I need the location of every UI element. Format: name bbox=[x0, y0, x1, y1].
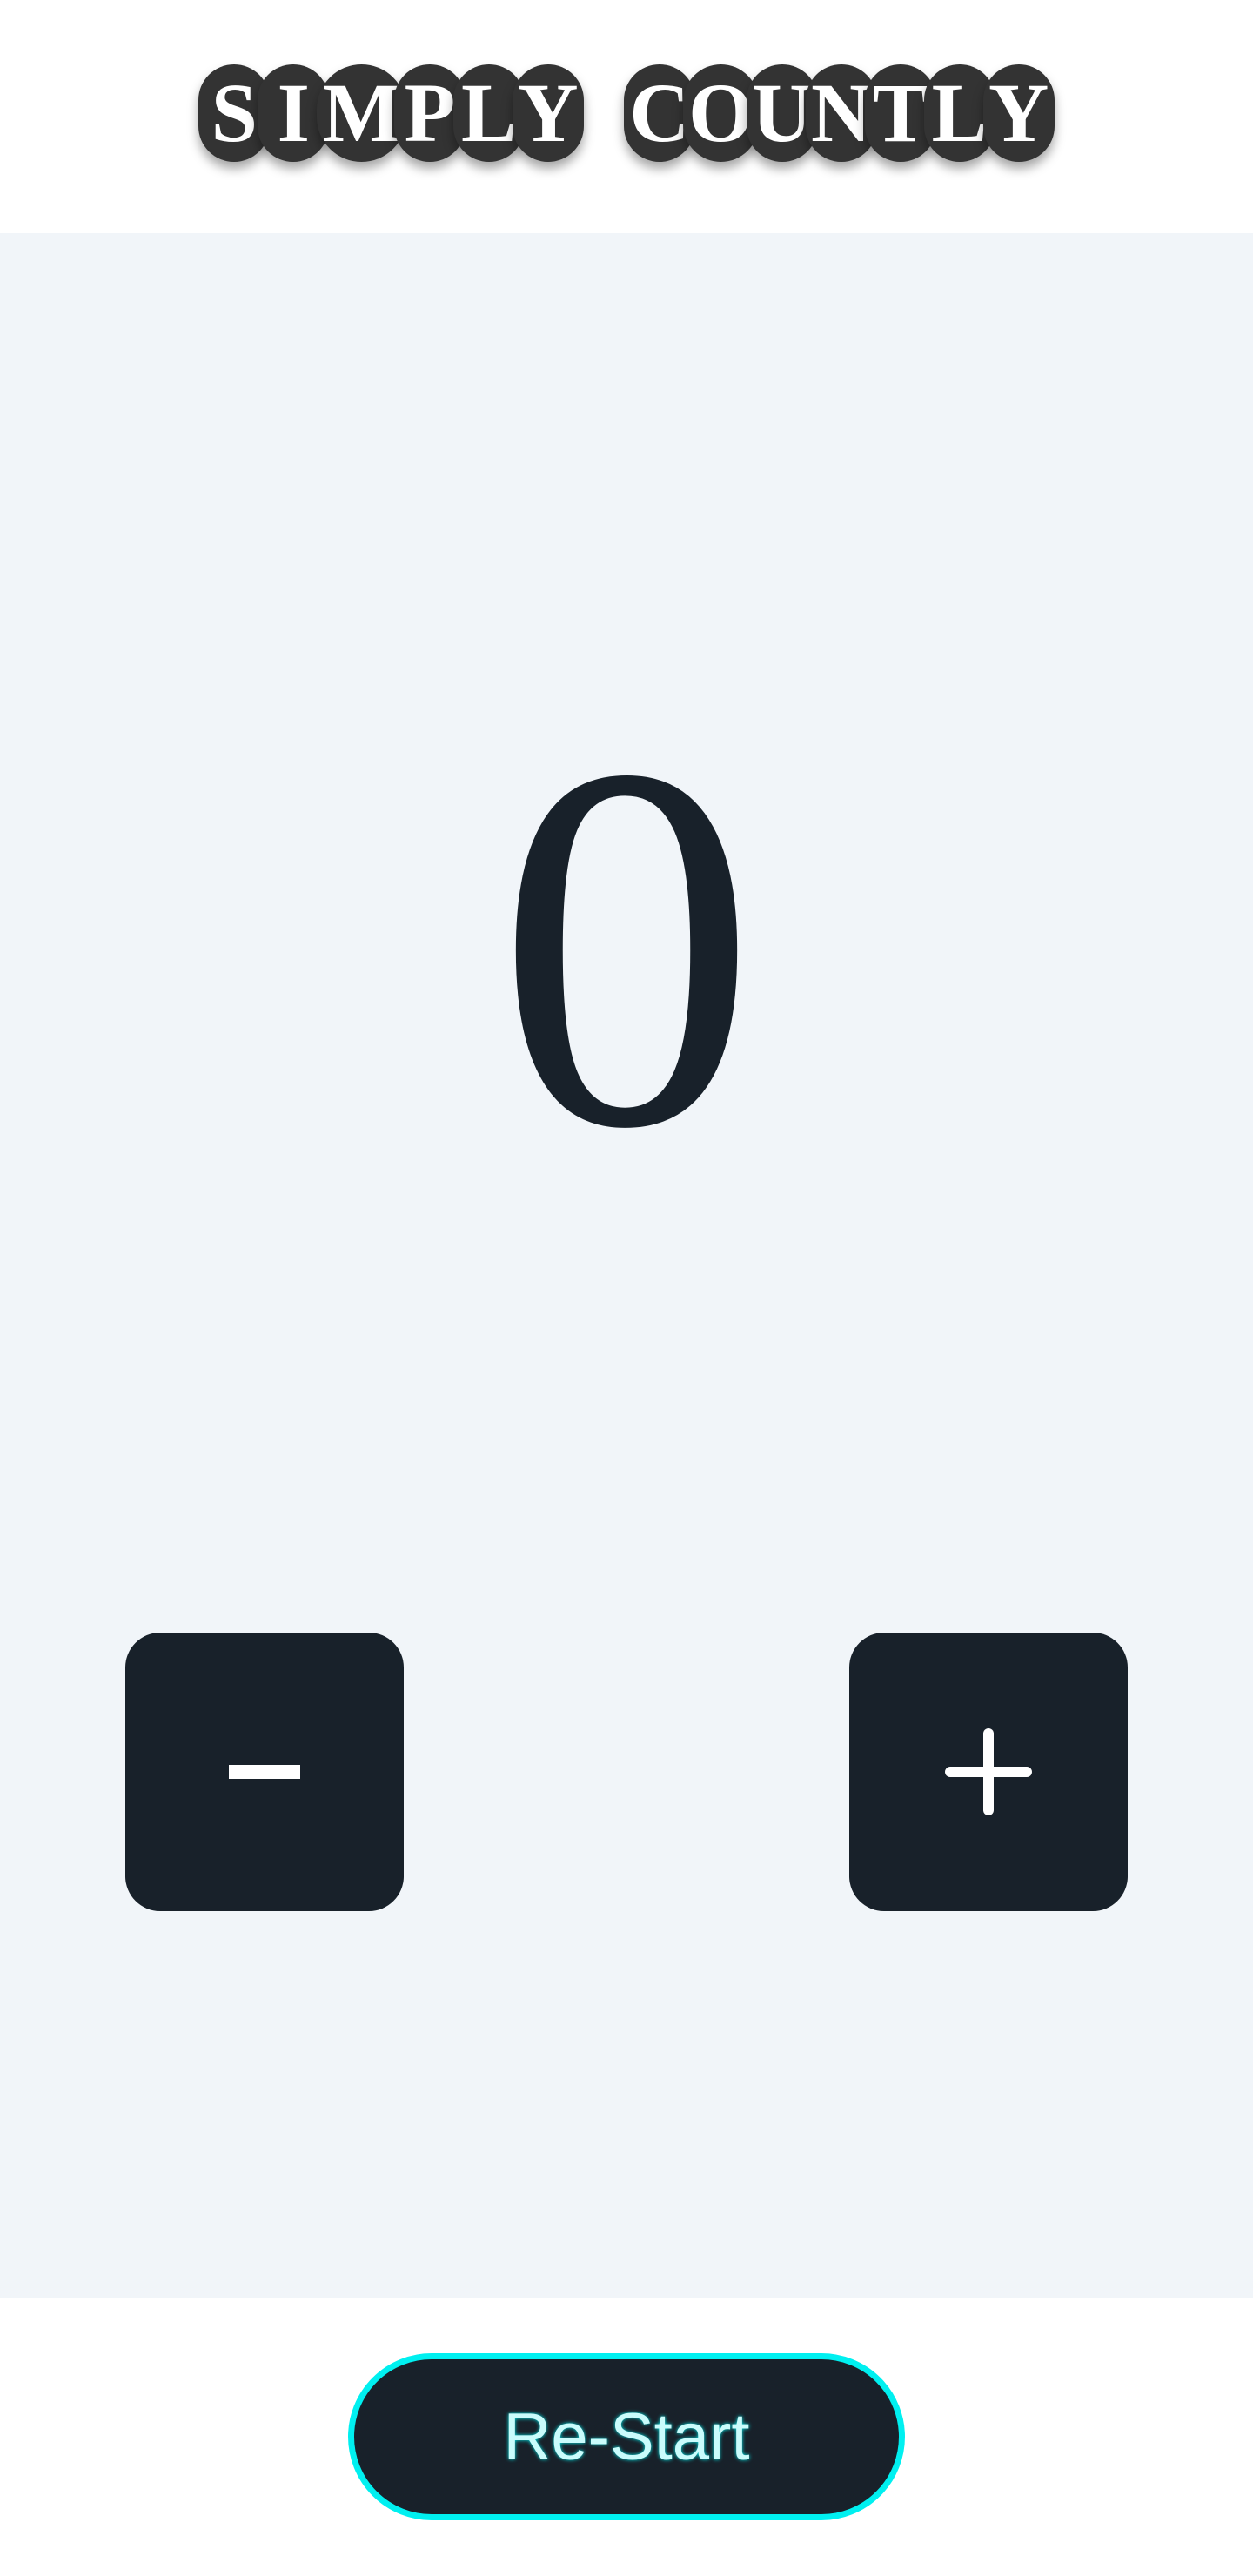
plus-icon bbox=[945, 1728, 1032, 1815]
title-letter: P bbox=[393, 64, 466, 162]
footer: Re-Start bbox=[0, 2298, 1253, 2576]
decrement-button[interactable] bbox=[125, 1633, 404, 1911]
restart-button[interactable]: Re-Start bbox=[348, 2353, 905, 2520]
title-letter: Y bbox=[512, 64, 584, 162]
title-letter: M bbox=[317, 64, 406, 162]
counter-panel: 0 bbox=[0, 233, 1253, 2298]
title-letter: O bbox=[682, 64, 759, 162]
increment-button[interactable] bbox=[849, 1633, 1128, 1911]
title-letter: Y bbox=[982, 64, 1055, 162]
counter-value: 0 bbox=[496, 657, 757, 1236]
minus-icon bbox=[229, 1765, 300, 1779]
title-letter: U bbox=[746, 64, 818, 162]
